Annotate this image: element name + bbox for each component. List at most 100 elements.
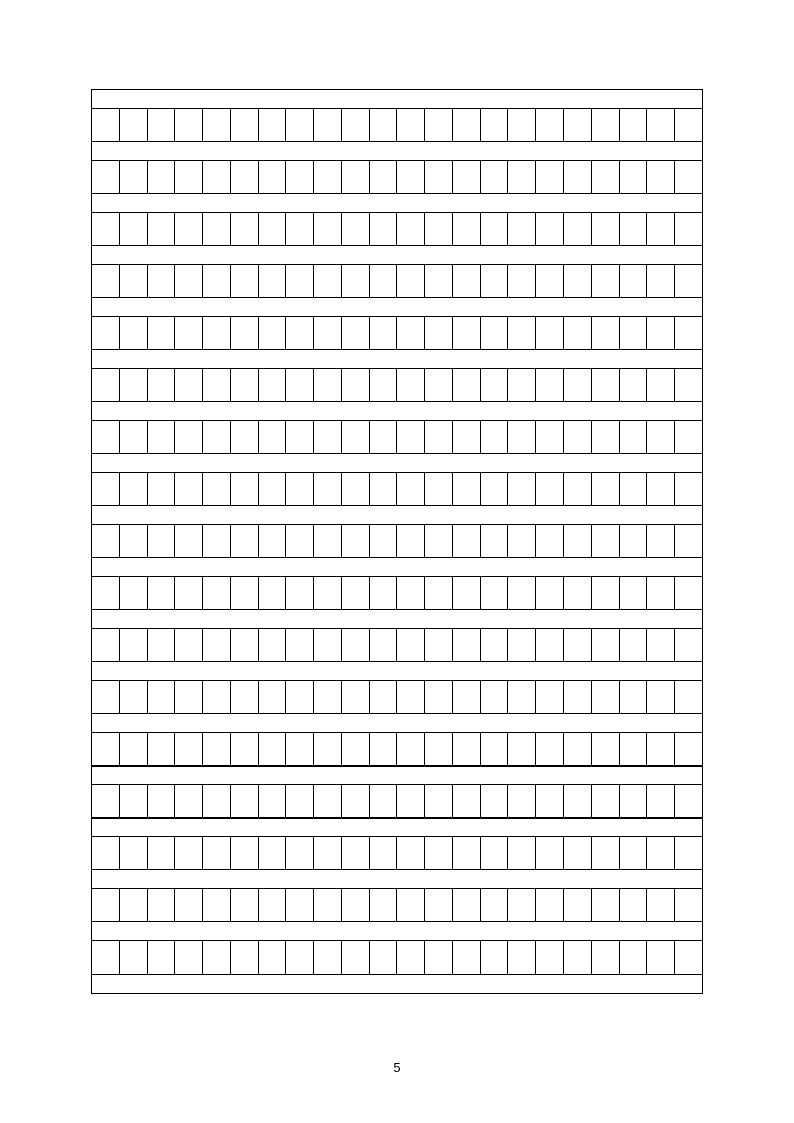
grid-cell xyxy=(92,161,120,193)
grid-cell xyxy=(675,109,702,141)
grid-cell xyxy=(647,785,675,817)
spacer-row xyxy=(92,142,702,161)
grid-cell xyxy=(370,889,398,921)
grid-cell xyxy=(120,837,148,869)
grid-cell xyxy=(314,837,342,869)
grid-cell xyxy=(620,837,648,869)
grid-cell xyxy=(647,265,675,297)
grid-cell xyxy=(203,317,231,349)
grid-cell xyxy=(342,785,370,817)
grid-cell xyxy=(453,421,481,453)
grid-cell xyxy=(203,421,231,453)
grid-cell xyxy=(203,577,231,609)
grid-cell xyxy=(620,421,648,453)
grid-cell xyxy=(286,733,314,765)
spacer-row xyxy=(92,558,702,577)
grid-cell xyxy=(286,681,314,713)
grid-row-pair xyxy=(92,818,702,870)
grid-cell xyxy=(620,525,648,557)
grid-cell xyxy=(286,421,314,453)
grid-cell xyxy=(259,473,287,505)
grid-cell xyxy=(397,681,425,713)
grid-cell xyxy=(481,369,509,401)
grid-cell xyxy=(231,369,259,401)
grid-cell xyxy=(286,889,314,921)
spacer-row xyxy=(92,610,702,629)
grid-cell xyxy=(675,577,702,609)
grid-cell xyxy=(175,421,203,453)
grid-cell xyxy=(259,161,287,193)
grid-cell xyxy=(231,265,259,297)
grid-cell xyxy=(148,681,176,713)
grid-cell xyxy=(675,525,702,557)
grid-cell xyxy=(453,369,481,401)
grid-cell xyxy=(314,525,342,557)
grid-cell xyxy=(481,473,509,505)
grid-cell xyxy=(203,889,231,921)
grid-cell xyxy=(203,525,231,557)
grid-cell xyxy=(342,941,370,974)
grid-cell xyxy=(592,577,620,609)
grid-cell xyxy=(370,941,398,974)
grid-cell xyxy=(314,161,342,193)
grid-cell xyxy=(508,473,536,505)
grid-cell xyxy=(675,473,702,505)
grid-cell xyxy=(564,421,592,453)
grid-cell xyxy=(370,577,398,609)
grid-cell xyxy=(675,317,702,349)
grid-cell xyxy=(508,265,536,297)
grid-cell xyxy=(453,785,481,817)
grid-cell xyxy=(592,785,620,817)
cell-row xyxy=(92,681,702,714)
grid-cell xyxy=(175,109,203,141)
grid-cell xyxy=(259,213,287,245)
grid-cell xyxy=(370,785,398,817)
grid-cell xyxy=(675,421,702,453)
grid-cell xyxy=(342,421,370,453)
grid-cell xyxy=(536,681,564,713)
grid-cell xyxy=(425,109,453,141)
grid-cell xyxy=(314,629,342,661)
grid-cell xyxy=(647,213,675,245)
spacer-row xyxy=(92,766,702,785)
cell-row xyxy=(92,577,702,610)
grid-cell xyxy=(370,629,398,661)
grid-cell xyxy=(620,577,648,609)
grid-cell xyxy=(620,109,648,141)
grid-cell xyxy=(675,369,702,401)
grid-cell xyxy=(231,629,259,661)
grid-row-pair xyxy=(92,90,702,142)
grid-cell xyxy=(425,733,453,765)
spacer-row xyxy=(92,246,702,265)
grid-cell xyxy=(564,109,592,141)
grid-cell xyxy=(148,369,176,401)
grid-cell xyxy=(120,421,148,453)
grid-cell xyxy=(481,213,509,245)
grid-cell xyxy=(231,785,259,817)
grid-cell xyxy=(92,837,120,869)
grid-cell xyxy=(564,369,592,401)
grid-cell xyxy=(231,109,259,141)
grid-cell xyxy=(259,889,287,921)
grid-cell xyxy=(425,525,453,557)
grid-cell xyxy=(148,837,176,869)
grid-cell xyxy=(342,577,370,609)
grid-cell xyxy=(148,161,176,193)
grid-row-pair xyxy=(92,506,702,558)
grid-cell xyxy=(536,941,564,974)
grid-cell xyxy=(92,733,120,765)
grid-cell xyxy=(370,837,398,869)
cell-row xyxy=(92,837,702,870)
grid-cell xyxy=(481,837,509,869)
grid-cell xyxy=(481,161,509,193)
grid-cell xyxy=(536,421,564,453)
grid-cell xyxy=(425,785,453,817)
grid-cell xyxy=(564,213,592,245)
grid-cell xyxy=(175,265,203,297)
cell-row xyxy=(92,265,702,298)
cell-row xyxy=(92,369,702,402)
grid-cell xyxy=(564,681,592,713)
grid-cell xyxy=(508,577,536,609)
grid-cell xyxy=(175,681,203,713)
grid-cell xyxy=(148,629,176,661)
